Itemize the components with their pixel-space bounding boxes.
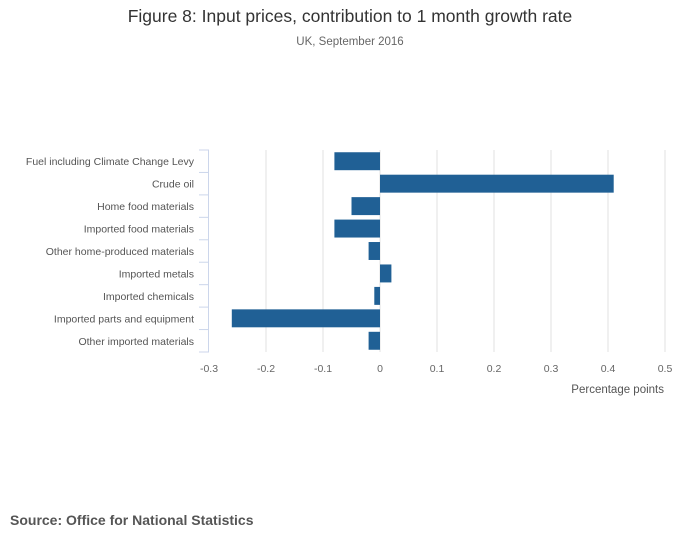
category-label: Other home-produced materials xyxy=(46,246,194,258)
category-label: Home food materials xyxy=(97,201,194,213)
x-tick-label: 0.3 xyxy=(544,363,559,375)
bars xyxy=(231,152,614,350)
bar[interactable] xyxy=(351,197,381,216)
category-label: Imported food materials xyxy=(84,224,194,236)
bar[interactable] xyxy=(368,242,380,260)
category-label: Crude oil xyxy=(152,179,194,191)
bar[interactable] xyxy=(334,152,380,171)
bar[interactable] xyxy=(231,309,380,328)
source-note: Source: Office for National Statistics xyxy=(10,512,254,528)
bar[interactable] xyxy=(368,331,380,350)
chart-subtitle: UK, September 2016 xyxy=(296,36,404,48)
x-tick-label: 0.2 xyxy=(487,363,502,375)
category-label: Imported metals xyxy=(119,268,194,280)
bar[interactable] xyxy=(374,286,380,305)
category-label: Imported parts and equipment xyxy=(54,313,194,325)
x-axis-title: Percentage points xyxy=(571,384,664,396)
x-tick-label: 0 xyxy=(377,363,383,375)
x-tick-label: -0.2 xyxy=(257,363,275,375)
x-axis-ticks: -0.3 -0.2 -0.1 0 0.1 0.2 0.3 0.4 0.5 xyxy=(200,363,672,375)
x-tick-label: -0.1 xyxy=(314,363,332,375)
bar[interactable] xyxy=(380,264,392,283)
x-tick-label: -0.3 xyxy=(200,363,218,375)
category-label: Imported chemicals xyxy=(103,291,194,303)
category-label: Fuel including Climate Change Levy xyxy=(26,156,195,168)
category-label: Other imported materials xyxy=(78,336,194,348)
chart-title: Figure 8: Input prices, contribution to … xyxy=(127,6,573,26)
bar[interactable] xyxy=(334,219,380,238)
y-axis: Fuel including Climate Change Levy Crude … xyxy=(26,149,209,353)
x-tick-label: 0.5 xyxy=(658,363,673,375)
x-tick-label: 0.4 xyxy=(601,363,616,375)
x-tick-label: 0.1 xyxy=(430,363,445,375)
bar[interactable] xyxy=(380,174,614,193)
